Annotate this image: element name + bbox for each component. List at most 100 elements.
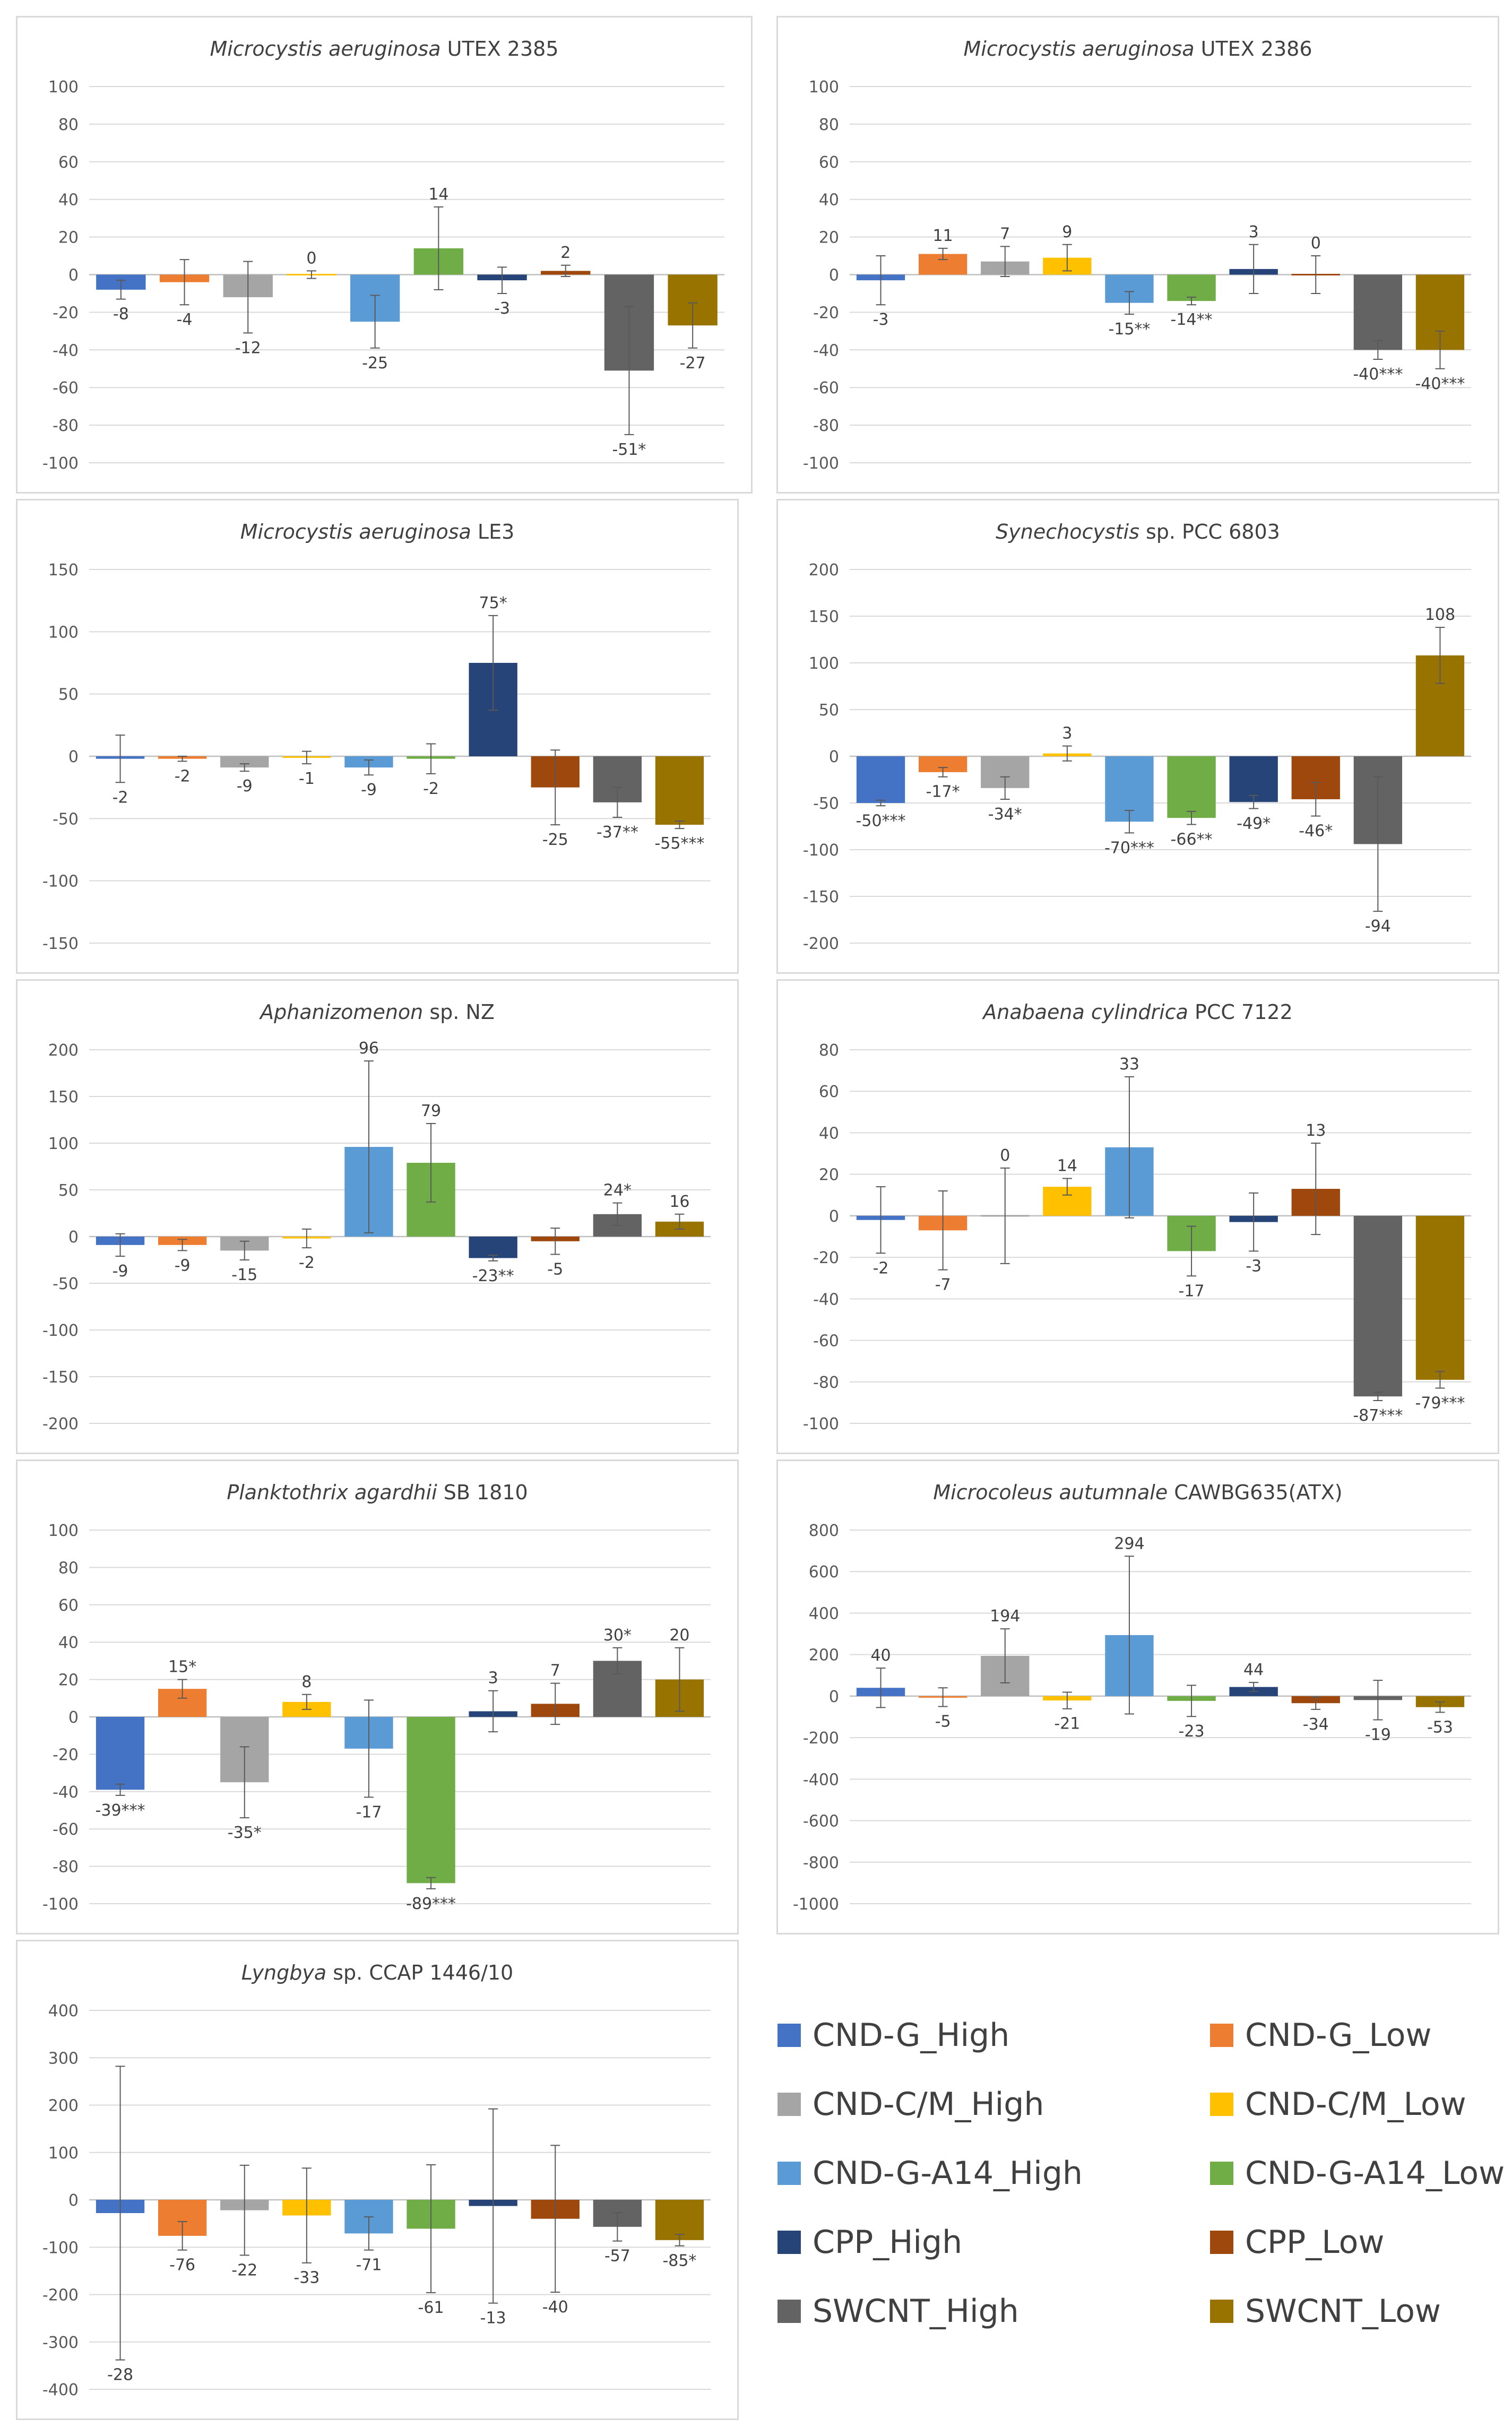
- legend-item: CPP_Low: [1210, 2224, 1384, 2261]
- y-tick-label: -80: [813, 1374, 839, 1392]
- data-label: -1: [299, 770, 315, 788]
- chart-title-strain: PCC 7122: [1188, 1000, 1293, 1024]
- y-tick-label: -50: [53, 810, 79, 828]
- data-label: 7: [1000, 224, 1010, 243]
- chart-legend: CND-G_High CND-G_Low CND-C/M_High CND-C/…: [777, 1996, 1505, 2367]
- chart-svg: Planktothrix agardhii SB 1810-100-80-60-…: [42, 1481, 711, 1914]
- chart-svg: Lyngbya sp. CCAP 1446/10-400-300-200-100…: [42, 1961, 711, 2399]
- legend-item: CPP_High: [777, 2224, 962, 2261]
- y-tick-label: 40: [819, 191, 839, 210]
- chart-title: Anabaena cylindrica PCC 7122: [981, 1000, 1293, 1024]
- data-label: -3: [873, 310, 889, 329]
- y-tick-label: -80: [813, 417, 839, 435]
- data-label: -71: [356, 2256, 382, 2275]
- data-label: -5: [935, 1712, 951, 1731]
- y-tick-label: 80: [819, 116, 839, 134]
- legend-swatch: [1210, 2162, 1233, 2185]
- y-tick-label: 300: [48, 2049, 79, 2068]
- y-tick-label: 0: [68, 1708, 79, 1727]
- data-label: -5: [547, 1260, 563, 1279]
- legend-label: CND-C/M_High: [813, 2086, 1044, 2123]
- bar: [407, 1717, 455, 1884]
- data-label: -3: [494, 299, 510, 318]
- data-label: -15**: [1108, 320, 1150, 339]
- y-tick-label: 150: [809, 608, 839, 626]
- data-label: -4: [177, 310, 193, 329]
- chart-panel-pcc-6803: Synechocystis sp. PCC 6803 -200 -150 -100 -5…: [776, 499, 1499, 974]
- data-label: 14: [1057, 1156, 1077, 1175]
- legend-label: CND-G_High: [813, 2017, 1010, 2054]
- data-label: -17*: [926, 783, 960, 801]
- data-label: 3: [1062, 724, 1072, 743]
- chart-panel-aphanizomenon: Aphanizomenon sp. NZ -200 -150 -100 -50 0 50 10…: [16, 979, 739, 1454]
- data-label: -40: [542, 2298, 568, 2317]
- chart-title-species: Microcoleus autumnale: [933, 1481, 1168, 1504]
- chart-panel-microcoleus: Microcoleus autumnale CAWBG635(ATX) -1000…: [776, 1459, 1499, 1934]
- data-label: 30*: [603, 1626, 632, 1645]
- data-label: -46*: [1299, 822, 1333, 841]
- chart-svg: Anabaena cylindrica PCC 7122 -100 -80 -60 -4…: [803, 1000, 1471, 1433]
- legend-item: SWCNT_High: [777, 2293, 1019, 2330]
- y-tick-label: 0: [829, 266, 839, 285]
- y-tick-label: -100: [42, 454, 79, 473]
- y-tick-label: 0: [68, 748, 79, 766]
- data-label: 13: [1306, 1121, 1326, 1140]
- y-tick-label: -60: [813, 1332, 839, 1351]
- chart-title: Microcystis aeruginosa UTEX 2386: [963, 37, 1312, 61]
- y-tick-label: -20: [53, 304, 79, 322]
- chart-title: Microcystis aeruginosa LE3: [240, 520, 515, 543]
- y-tick-label: -150: [803, 888, 839, 906]
- y-tick-label: 200: [48, 1041, 79, 1060]
- data-label: -76: [169, 2256, 195, 2275]
- y-tick-label: -100: [803, 841, 839, 860]
- y-tick-label: 0: [829, 1688, 839, 1706]
- y-tick-label: 400: [48, 2002, 79, 2020]
- y-tick-label: -100: [42, 1895, 79, 1914]
- data-label: -94: [1365, 917, 1391, 936]
- y-tick-label: 40: [58, 191, 79, 210]
- y-tick-label: -50: [53, 1275, 79, 1293]
- chart-svg: Synechocystis sp. PCC 6803 -200 -150 -100 -5…: [803, 520, 1471, 953]
- chart-svg: Microcystis aeruginosa UTEX 2385-100-80-…: [42, 37, 724, 473]
- chart-title: Microcoleus autumnale CAWBG635(ATX): [933, 1481, 1342, 1504]
- y-tick-label: 20: [819, 229, 839, 247]
- y-tick-label: 200: [48, 2097, 79, 2115]
- data-label: 24*: [603, 1181, 632, 1200]
- y-tick-label: 100: [48, 623, 79, 642]
- data-label: -19: [1365, 1725, 1391, 1744]
- legend-label: CPP_Low: [1245, 2224, 1385, 2261]
- chart-panel-anabaena: Anabaena cylindrica PCC 7122 -100 -80 -60 -4…: [776, 979, 1499, 1454]
- data-label: 108: [1425, 606, 1455, 624]
- bar: [1415, 1215, 1465, 1380]
- y-tick-label: 20: [58, 1671, 79, 1690]
- y-tick-label: 60: [819, 1083, 839, 1101]
- data-label: -15: [231, 1266, 257, 1284]
- chart-title-strain: sp. PCC 6803: [1139, 520, 1280, 543]
- chart-title-strain: sp. CCAP 1446/10: [326, 1961, 513, 1984]
- y-tick-label: 50: [58, 1181, 79, 1200]
- chart-title-strain: CAWBG635(ATX): [1168, 1481, 1342, 1504]
- data-label: -2: [873, 1259, 889, 1277]
- legend-swatch: [1210, 2231, 1233, 2254]
- y-tick-label: 200: [809, 561, 839, 580]
- y-tick-label: -150: [42, 1368, 79, 1387]
- y-tick-label: -20: [53, 1746, 79, 1764]
- data-label: 9: [1062, 223, 1072, 241]
- data-label: -70***: [1104, 839, 1154, 857]
- chart-title-strain: UTEX 2386: [1195, 37, 1312, 61]
- legend-swatch: [777, 2162, 801, 2185]
- data-label: -14**: [1171, 310, 1213, 329]
- data-label: 79: [421, 1102, 441, 1120]
- y-tick-label: 50: [58, 686, 79, 704]
- data-label: -22: [231, 2261, 257, 2279]
- y-tick-label: -100: [42, 1321, 79, 1340]
- y-tick-label: 20: [819, 1166, 839, 1185]
- y-tick-label: -100: [42, 873, 79, 891]
- y-tick-label: -100: [803, 1415, 839, 1433]
- chart-title-strain: SB 1810: [437, 1481, 528, 1504]
- chart-svg: Microcystis aeruginosa LE3 -150 -100 -50 0 50…: [42, 520, 711, 953]
- y-tick-label: 400: [809, 1604, 839, 1623]
- y-tick-label: -80: [53, 417, 79, 435]
- chart-panel-planktothrix: Planktothrix agardhii SB 1810 -100 -80 -60-…: [16, 1459, 739, 1934]
- data-label: -28: [107, 2366, 133, 2385]
